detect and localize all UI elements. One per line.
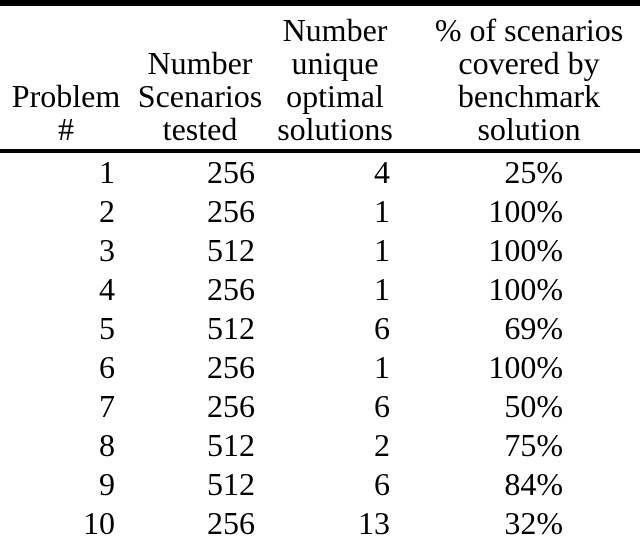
table-row: 4 256 1 100% xyxy=(0,270,640,309)
cell-scenarios-tested: 256 xyxy=(207,505,255,541)
cell-problem-number: 5 xyxy=(99,310,115,346)
table-row: 7 256 6 50% xyxy=(0,387,640,426)
cell-unique-solutions: 6 xyxy=(374,466,390,502)
cell-unique-solutions: 1 xyxy=(374,232,390,268)
cell-coverage-percent: 25% xyxy=(504,154,563,190)
cell-unique-solutions: 1 xyxy=(374,349,390,385)
table-row: 2 256 1 100% xyxy=(0,192,640,231)
cell-unique-solutions: 6 xyxy=(374,310,390,346)
cell-problem-number: 8 xyxy=(99,427,115,463)
header-line: solution xyxy=(477,111,581,147)
header-line: Problem xyxy=(11,78,121,114)
cell-scenarios-tested: 256 xyxy=(207,388,255,424)
cell-problem-number: 10 xyxy=(83,505,115,541)
cell-unique-solutions: 4 xyxy=(374,154,390,190)
cell-scenarios-tested: 256 xyxy=(207,349,255,385)
header-line: Number xyxy=(282,12,388,48)
table-row: 10 256 13 32% xyxy=(0,504,640,543)
cell-coverage-percent: 84% xyxy=(504,466,563,502)
cell-problem-number: 2 xyxy=(99,193,115,229)
cell-scenarios-tested: 256 xyxy=(207,271,255,307)
cell-unique-solutions: 2 xyxy=(374,427,390,463)
cell-problem-number: 7 xyxy=(99,388,115,424)
header-line: solutions xyxy=(277,111,393,147)
table-row: 1 256 4 25% xyxy=(0,151,640,192)
header-line: % of scenarios xyxy=(434,12,624,48)
header-unique-optimal-solutions: Number unique optimal solutions xyxy=(268,3,402,151)
cell-coverage-percent: 32% xyxy=(504,505,563,541)
cell-unique-solutions: 1 xyxy=(374,271,390,307)
header-line: covered by xyxy=(458,45,600,81)
header-line: unique xyxy=(291,45,379,81)
cell-scenarios-tested: 512 xyxy=(207,466,255,502)
cell-coverage-percent: 100% xyxy=(488,232,563,268)
cell-coverage-percent: 100% xyxy=(488,193,563,229)
header-line: optimal xyxy=(286,78,384,114)
cell-coverage-percent: 50% xyxy=(504,388,563,424)
header-problem-number: Problem # xyxy=(0,3,132,151)
cell-coverage-percent: 75% xyxy=(504,427,563,463)
cell-coverage-percent: 69% xyxy=(504,310,563,346)
cell-problem-number: 4 xyxy=(99,271,115,307)
cell-problem-number: 9 xyxy=(99,466,115,502)
table-row: 8 512 2 75% xyxy=(0,426,640,465)
table-row: 5 512 6 69% xyxy=(0,309,640,348)
header-line: Scenarios xyxy=(137,78,263,114)
header-line: tested xyxy=(162,111,238,147)
cell-unique-solutions: 6 xyxy=(374,388,390,424)
cell-problem-number: 1 xyxy=(99,154,115,190)
cell-scenarios-tested: 512 xyxy=(207,427,255,463)
cell-scenarios-tested: 256 xyxy=(207,193,255,229)
header-line: benchmark xyxy=(457,78,601,114)
header-line: # xyxy=(58,111,74,147)
cell-unique-solutions: 1 xyxy=(374,193,390,229)
cell-scenarios-tested: 512 xyxy=(207,310,255,346)
cell-coverage-percent: 100% xyxy=(488,349,563,385)
header-row: Problem # Number Scenarios tested Number… xyxy=(0,3,640,151)
table-row: 3 512 1 100% xyxy=(0,231,640,270)
cell-coverage-percent: 100% xyxy=(488,271,563,307)
header-benchmark-coverage: % of scenarios covered by benchmark solu… xyxy=(402,3,640,151)
table-row: 6 256 1 100% xyxy=(0,348,640,387)
header-scenarios-tested: Number Scenarios tested xyxy=(132,3,268,151)
table-row: 9 512 6 84% xyxy=(0,465,640,504)
cell-unique-solutions: 13 xyxy=(358,505,390,541)
header-line: Number xyxy=(147,45,253,81)
cell-scenarios-tested: 256 xyxy=(207,154,255,190)
cell-scenarios-tested: 512 xyxy=(207,232,255,268)
cell-problem-number: 3 xyxy=(99,232,115,268)
cell-problem-number: 6 xyxy=(99,349,115,385)
